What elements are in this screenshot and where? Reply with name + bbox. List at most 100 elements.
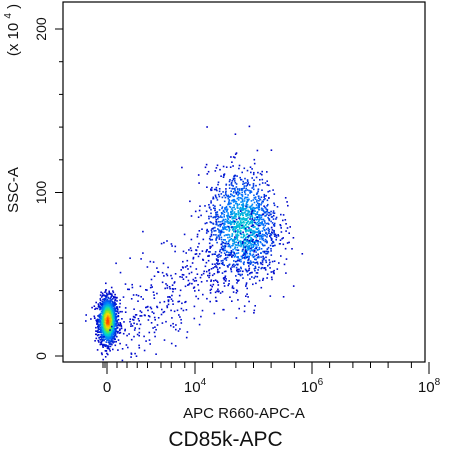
data-point (211, 263, 214, 265)
data-point (238, 225, 241, 228)
data-point (170, 274, 172, 277)
data-point (258, 224, 261, 227)
data-point (196, 273, 199, 275)
data-point (256, 218, 259, 221)
data-point (233, 191, 235, 193)
data-point (206, 222, 208, 224)
data-point (111, 319, 114, 321)
data-point (249, 192, 251, 194)
data-point (233, 241, 236, 244)
data-point (211, 244, 214, 247)
data-point (262, 235, 264, 238)
data-point (112, 348, 114, 351)
data-point (104, 321, 106, 324)
data-point (257, 253, 259, 256)
data-point (251, 249, 254, 252)
data-point (137, 294, 140, 297)
data-point (244, 229, 247, 231)
data-point (119, 271, 122, 274)
data-point (236, 237, 238, 240)
data-point (263, 234, 265, 236)
data-point (180, 269, 182, 271)
data-point (254, 214, 257, 216)
data-point (100, 312, 102, 315)
data-point (124, 329, 126, 332)
data-point (85, 314, 87, 316)
data-point (237, 210, 240, 212)
data-point (165, 273, 168, 275)
x-tick-label-3: 108 (418, 377, 441, 396)
data-point (265, 250, 267, 253)
data-point (117, 322, 119, 324)
data-point (271, 222, 274, 224)
data-point (206, 297, 208, 300)
data-point (211, 285, 213, 288)
data-point (118, 332, 121, 334)
data-point (280, 227, 282, 229)
data-point (217, 224, 220, 227)
data-point (268, 259, 271, 261)
data-point (249, 216, 252, 219)
data-point (258, 216, 260, 219)
data-point (223, 234, 226, 237)
data-point (262, 244, 264, 246)
data-point (254, 269, 256, 272)
data-point (209, 247, 211, 249)
data-point (246, 287, 248, 290)
data-point (103, 322, 106, 325)
data-point (246, 238, 249, 241)
data-point (112, 305, 114, 307)
data-point (225, 259, 228, 261)
data-point (110, 299, 113, 301)
data-point (245, 185, 247, 187)
data-point (211, 253, 214, 256)
data-point (252, 256, 255, 258)
data-point (261, 178, 264, 181)
data-point (124, 307, 127, 309)
data-point (110, 316, 113, 319)
data-point (96, 330, 98, 333)
data-point (209, 221, 212, 223)
data-point (242, 233, 245, 236)
data-point (121, 318, 123, 320)
data-point (258, 266, 260, 269)
data-point (256, 221, 259, 224)
data-point (243, 253, 246, 255)
data-point (241, 243, 244, 246)
data-point (225, 194, 228, 197)
data-point (200, 274, 203, 276)
data-point (266, 233, 269, 236)
data-point (167, 300, 170, 303)
data-point (107, 346, 110, 349)
data-point (95, 333, 97, 336)
data-point (235, 317, 238, 319)
data-point (133, 322, 135, 325)
data-point (161, 308, 163, 311)
data-point (258, 204, 260, 206)
data-point (214, 207, 216, 210)
data-point (91, 306, 93, 309)
data-point (117, 315, 120, 318)
data-point (97, 324, 100, 326)
data-point (248, 300, 250, 303)
data-point (231, 233, 234, 236)
data-point (133, 329, 136, 331)
data-point (247, 221, 249, 223)
data-point (104, 307, 106, 310)
data-point (108, 317, 111, 320)
data-point (224, 276, 226, 279)
data-point (286, 201, 288, 203)
data-point (98, 314, 101, 317)
data-point (233, 188, 236, 190)
data-point (224, 207, 226, 209)
data-point (237, 226, 240, 228)
data-point (217, 256, 219, 259)
data-point (258, 279, 261, 282)
data-point (271, 242, 273, 245)
data-point (255, 219, 258, 221)
data-point (272, 245, 274, 247)
data-point (238, 222, 241, 225)
data-point (112, 298, 114, 300)
data-point (272, 210, 275, 212)
